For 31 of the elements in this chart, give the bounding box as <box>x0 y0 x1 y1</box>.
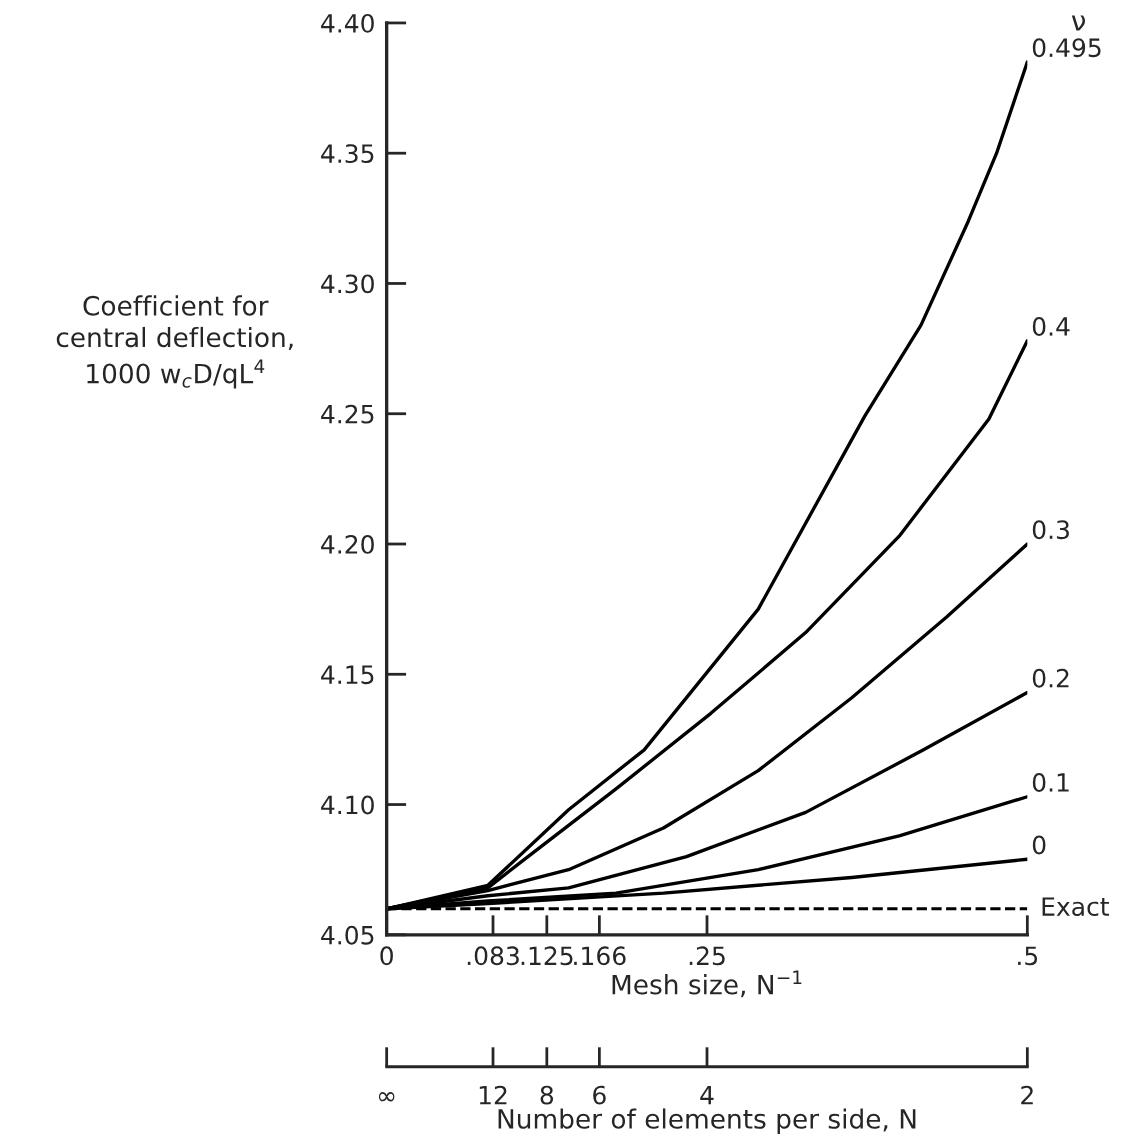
text: 8 <box>540 1085 554 1105</box>
text: 4 <box>700 1085 714 1105</box>
text: 2 <box>1021 1085 1033 1105</box>
y-tick-label: 4.30 <box>321 274 374 294</box>
text: ∞ <box>378 1092 395 1102</box>
x-tick-label: 0 <box>380 946 393 966</box>
text: 6 <box>593 1085 606 1105</box>
x-axis-title: Mesh size, N$^{−1}$ <box>612 970 802 998</box>
x-tick-label: .5 <box>1018 946 1038 966</box>
y-tick-label: 4.25 <box>321 404 374 424</box>
y-tick-label: 4.35 <box>321 144 374 164</box>
x-tick-label: .166 <box>574 946 626 966</box>
legend-title: ν <box>1071 15 1086 31</box>
x-tick-label: .083 <box>467 946 519 966</box>
series-label: 0.2 <box>1032 668 1069 688</box>
series-label: 0 <box>1032 835 1046 855</box>
series-label: 0.1 <box>1032 772 1069 792</box>
y-axis-title: Coefficient for central deflection, 1000 w$_{c}$D/qL$^{4}$ <box>56 295 293 389</box>
y-tick-label: 4.20 <box>321 534 374 554</box>
y-tick-label: 4.40 <box>321 13 374 33</box>
x-tick-label: .125 <box>521 946 573 966</box>
series-label: 0.495 <box>1032 38 1101 58</box>
x-tick-label: .25 <box>689 946 725 966</box>
series-label: 0.4 <box>1032 317 1070 336</box>
y-tick-label: 4.10 <box>321 795 374 815</box>
y-tick-label: 4.15 <box>321 665 374 685</box>
ref-line-label: Exact <box>1042 897 1110 917</box>
x2-axis-title: Number of elements per side, N <box>498 1108 916 1134</box>
series-label: 0.3 <box>1032 520 1069 540</box>
text: 12 <box>479 1085 507 1105</box>
y-tick-label: 4.05 <box>321 925 374 945</box>
